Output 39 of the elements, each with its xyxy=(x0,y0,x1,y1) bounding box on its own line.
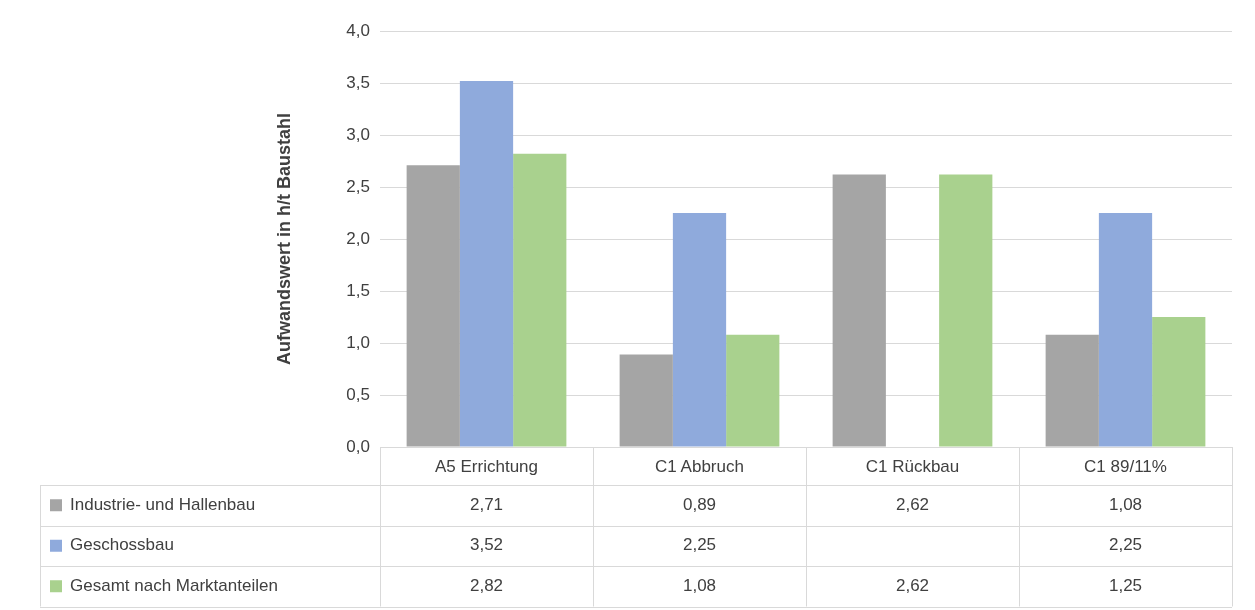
bar xyxy=(832,174,886,447)
y-tick-label: 0,5 xyxy=(346,384,370,404)
data-label: 2,25 xyxy=(682,535,717,555)
data-label: 2,82 xyxy=(469,575,504,595)
bar xyxy=(726,334,780,447)
data-label: 2,62 xyxy=(895,494,930,514)
bar xyxy=(1045,334,1099,447)
y-tick-label: 3,5 xyxy=(346,72,370,92)
bar xyxy=(939,174,993,447)
y-axis-title: Aufwandswert in h/t Baustahl xyxy=(273,112,294,366)
y-tick-label: 0,0 xyxy=(346,436,370,456)
data-label: 1,25 xyxy=(1108,575,1143,595)
data-label: 1,08 xyxy=(682,575,717,595)
data-label: 2,25 xyxy=(1108,535,1143,555)
y-tick-label: 1,0 xyxy=(346,332,370,352)
x-tick-label: C1 Abbruch xyxy=(655,456,744,476)
bar xyxy=(1098,213,1153,447)
data-label: 3,52 xyxy=(469,535,504,555)
y-tick-label: 4,0 xyxy=(346,20,370,40)
x-tick-label: C1 89/11% xyxy=(1084,456,1167,476)
bar xyxy=(513,153,567,447)
legend-label: Gesamt nach Marktanteilen xyxy=(70,575,278,595)
legend-label: Industrie- und Hallenbau xyxy=(70,494,256,514)
data-label: 2,71 xyxy=(469,494,504,514)
data-label: 0,89 xyxy=(682,494,717,514)
data-label: 1,08 xyxy=(1108,494,1143,514)
bar xyxy=(672,213,727,447)
legend-label: Geschossbau xyxy=(70,535,174,555)
bar xyxy=(1152,317,1206,447)
x-tick-label: C1 Rückbau xyxy=(865,456,960,476)
y-tick-label: 2,5 xyxy=(346,176,370,196)
x-tick-label: A5 Errichtung xyxy=(435,456,538,476)
y-tick-label: 1,5 xyxy=(346,280,370,300)
bar xyxy=(406,165,460,447)
y-tick-label: 2,0 xyxy=(346,228,370,248)
y-tick-label: 3,0 xyxy=(346,124,370,144)
bar xyxy=(459,80,514,447)
data-label: 2,62 xyxy=(895,575,930,595)
bar xyxy=(619,354,673,447)
